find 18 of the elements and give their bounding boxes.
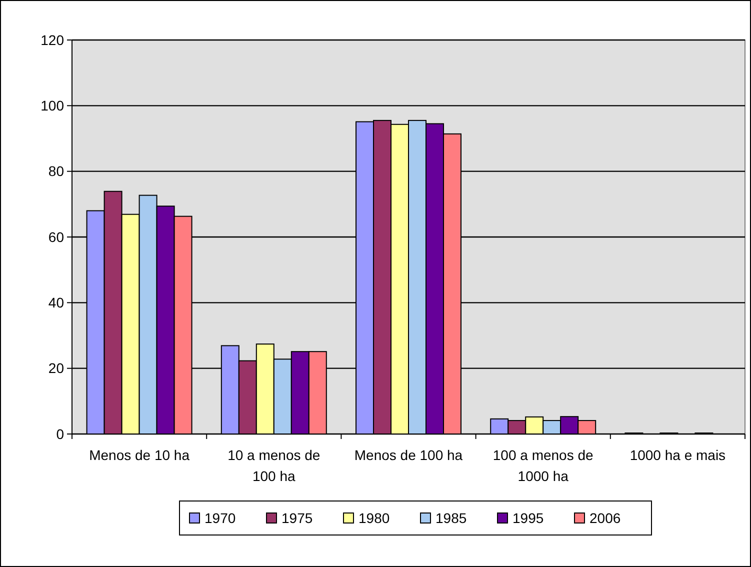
y-tick-label: 120: [40, 32, 64, 48]
legend-label: 1995: [512, 510, 544, 526]
legend-label: 1985: [436, 510, 467, 526]
x-tick-label: Menos de 10 ha: [89, 447, 190, 463]
legend-label: 1980: [358, 510, 390, 526]
y-tick-label: 80: [48, 163, 64, 180]
y-tick-label: 20: [48, 360, 64, 376]
y-tick-label: 0: [56, 426, 64, 442]
y-tick-label: 40: [48, 294, 64, 311]
x-tick-label: Menos de 100 ha: [354, 447, 463, 463]
x-tick-label: 10 a menos de 100 ha: [228, 447, 320, 484]
legend-label: 2006: [590, 510, 621, 526]
y-tick-label: 60: [48, 228, 64, 245]
x-tick-label: 1000 ha e mais: [630, 447, 726, 463]
legend-label: 1970: [204, 510, 236, 526]
y-tick-label: 100: [40, 98, 64, 114]
x-tick-label: 100 a menos de 1000 ha: [492, 447, 594, 484]
legend-label: 1975: [282, 510, 313, 526]
